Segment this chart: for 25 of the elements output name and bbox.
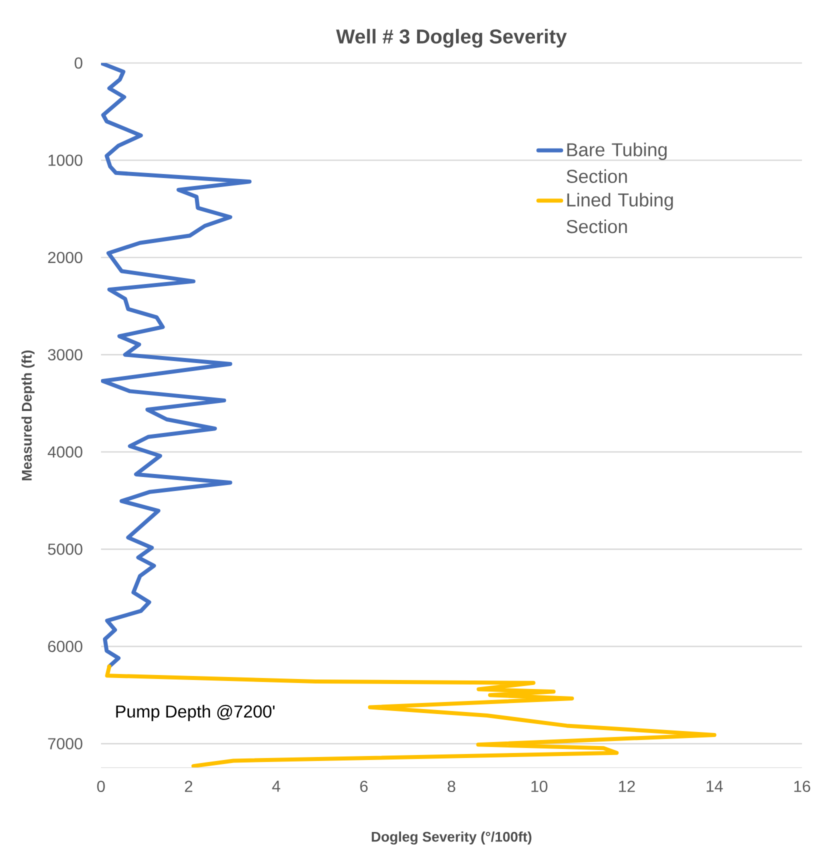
- y-axis-title: Measured Depth (ft): [21, 350, 35, 480]
- y-tick-label: 7000: [48, 738, 82, 750]
- x-tick-label: 0: [97, 780, 105, 792]
- x-tick-label: 6: [360, 780, 368, 792]
- x-tick-label: 4: [272, 780, 280, 792]
- x-tick-label: 12: [619, 780, 635, 792]
- x-tick-label: 8: [448, 780, 456, 792]
- x-tick-label: 16: [794, 780, 810, 792]
- x-tick-label: 14: [706, 780, 723, 792]
- chart-title: Well # 3 Dogleg Severity: [336, 28, 567, 48]
- annotation: Pump Depth @7200': [116, 704, 275, 722]
- y-tick-label: 2000: [48, 252, 82, 264]
- x-tick-label: 10: [531, 780, 548, 792]
- y-tick-label: 1000: [48, 154, 82, 166]
- y-tick-label: 3000: [48, 349, 82, 360]
- legend-label: Bare Tubing Section: [566, 142, 667, 184]
- y-tick-label: 0: [74, 57, 82, 69]
- y-tick-label: 4000: [48, 446, 82, 458]
- x-axis-title: Dogleg Severity (°/100ft): [372, 831, 532, 845]
- x-tick-label: 2: [184, 780, 192, 792]
- line-series: [101, 63, 252, 668]
- legend-label: Lined Tubing Section: [566, 192, 673, 234]
- y-tick-label: 5000: [48, 544, 82, 555]
- line-series: [105, 664, 716, 768]
- y-tick-label: 6000: [48, 640, 82, 652]
